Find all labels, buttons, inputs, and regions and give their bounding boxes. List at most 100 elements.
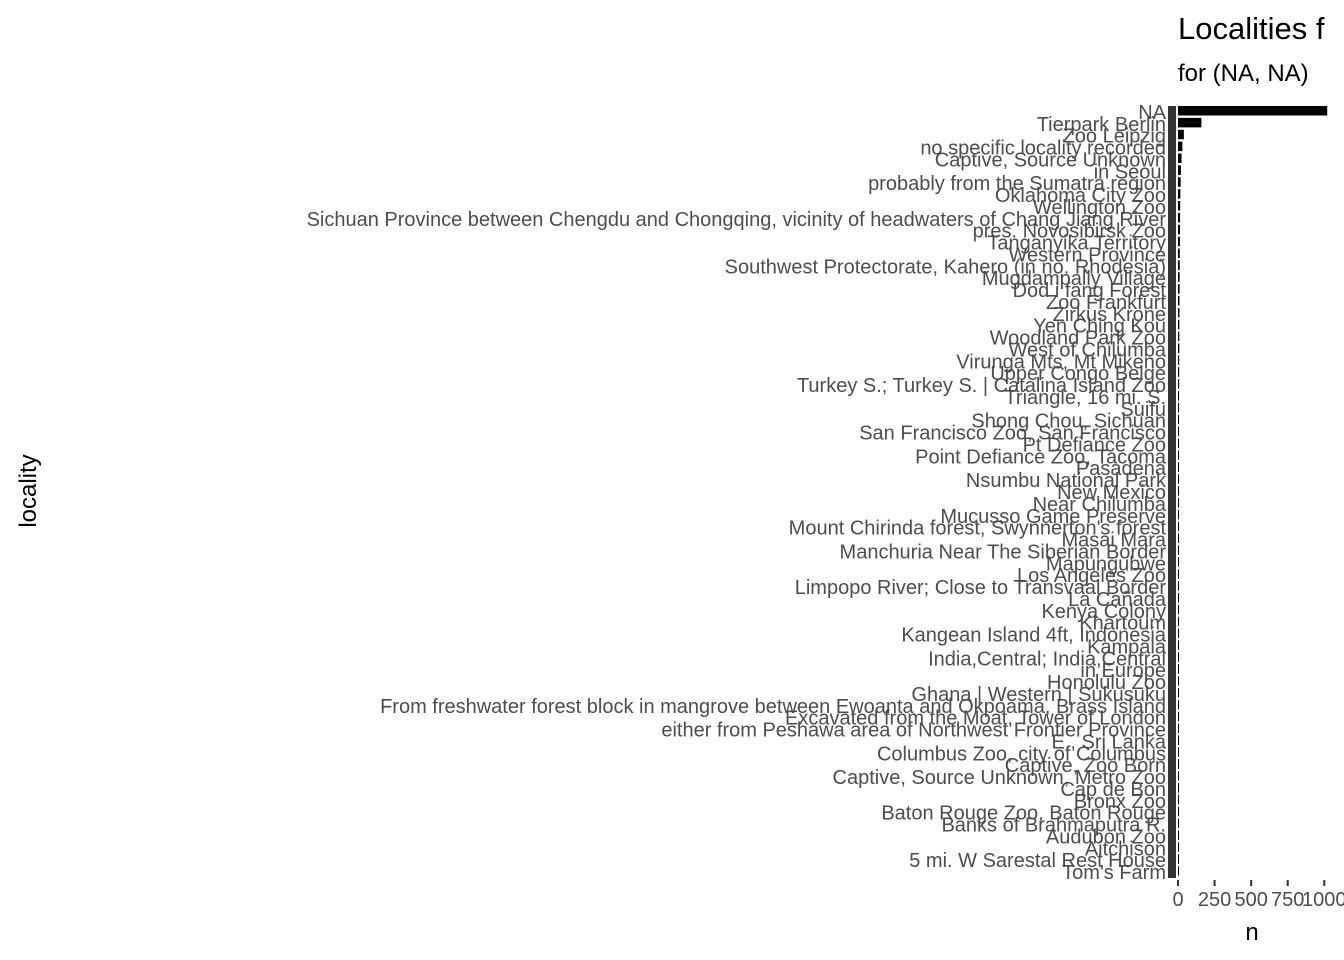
y-tick-label: Zoo Frankfurt bbox=[1046, 292, 1166, 314]
y-tick-label: Limpopo River; Close to Transvaal Border bbox=[795, 577, 1167, 599]
bar bbox=[1178, 379, 1180, 389]
y-tick-label: probably from the Sumatra region bbox=[868, 173, 1166, 195]
y-tick-label: Manchuria Near The Siberian Border bbox=[840, 541, 1167, 563]
y-tick-label: Mucusso Game Preserve bbox=[940, 506, 1166, 528]
y-tick-label: Mugdampally Village bbox=[982, 268, 1166, 290]
bar bbox=[1178, 747, 1179, 757]
y-tick-label: Kenya Colony bbox=[1041, 601, 1166, 623]
bar bbox=[1178, 402, 1180, 413]
y-tick-label: Khartoum bbox=[1079, 613, 1166, 635]
bar bbox=[1178, 307, 1180, 318]
bar bbox=[1178, 759, 1179, 769]
y-tick-label: West of Chilumba bbox=[1009, 339, 1167, 361]
bar bbox=[1178, 106, 1328, 116]
bar bbox=[1178, 319, 1180, 330]
y-tick-label: Kangean Island 4ft, Indonesia bbox=[901, 625, 1167, 647]
y-tick-label: Tierpark Berlin bbox=[1037, 114, 1166, 136]
bar bbox=[1178, 224, 1181, 235]
bar bbox=[1178, 153, 1182, 164]
y-tick-label: Suifu bbox=[1120, 399, 1166, 421]
bar bbox=[1178, 248, 1180, 259]
x-tick-label: 750 bbox=[1271, 889, 1304, 911]
bar bbox=[1178, 236, 1180, 247]
bar bbox=[1178, 438, 1179, 449]
bar bbox=[1178, 664, 1179, 674]
y-tick-label: From freshwater forest block in mangrove… bbox=[380, 696, 1166, 718]
bar bbox=[1178, 794, 1179, 805]
bar bbox=[1178, 557, 1179, 567]
bar bbox=[1178, 260, 1180, 270]
y-tick-label: Ghana | Western | Sukusuku bbox=[911, 684, 1166, 706]
y-tick-label: Woodland Park Zoo bbox=[990, 328, 1166, 350]
bar bbox=[1178, 284, 1180, 294]
y-tick-label: Banks of Brahmaputra R. bbox=[941, 815, 1166, 837]
bar bbox=[1178, 806, 1179, 817]
bar bbox=[1178, 545, 1179, 555]
y-tick-label: Shong Chou, Sichuan bbox=[971, 411, 1166, 433]
y-tick-label: New Mexico bbox=[1057, 482, 1166, 504]
bar bbox=[1178, 201, 1181, 211]
y-tick-label: Upper Congo Belge bbox=[990, 363, 1166, 385]
y-tick-label: Point Defiance Zoo, Tacoma bbox=[915, 446, 1167, 468]
bar bbox=[1178, 272, 1180, 282]
x-axis-label: n bbox=[1245, 919, 1258, 946]
bar bbox=[1178, 735, 1179, 745]
y-tick-label: Nsumbu National Park bbox=[966, 470, 1167, 492]
y-tick-label: Tanganyika Territory bbox=[987, 233, 1166, 255]
y-tick-label: Dod i fang Forest bbox=[1013, 280, 1167, 302]
bar bbox=[1178, 177, 1181, 187]
y-tick-label: Wellington Zoo bbox=[1033, 197, 1166, 219]
bar bbox=[1178, 355, 1180, 365]
x-tick-label: 500 bbox=[1234, 889, 1267, 911]
y-tick-label: Baton Rouge Zoo, Baton Rouge bbox=[881, 803, 1166, 825]
bar bbox=[1178, 141, 1183, 152]
bar bbox=[1178, 450, 1179, 460]
plot-area bbox=[1168, 106, 1328, 878]
bar bbox=[1178, 818, 1179, 829]
y-tick-label: in Europe bbox=[1080, 660, 1166, 682]
y-tick-label: Mapungubwe bbox=[1046, 553, 1166, 575]
y-tick-label: Kampala bbox=[1087, 636, 1167, 658]
y-tick-label: 5 mi. W Sarestal Rest House bbox=[909, 850, 1166, 872]
y-tick-label: Aitchison bbox=[1085, 838, 1166, 860]
bar bbox=[1178, 676, 1179, 686]
y-tick-label: Western Province bbox=[1009, 244, 1166, 266]
bar bbox=[1178, 640, 1179, 650]
bar bbox=[1178, 426, 1180, 437]
y-tick-label: Oklahoma City Zoo bbox=[995, 185, 1166, 207]
y-tick-label: Mount Chirinda forest, Swynnerton's fore… bbox=[789, 518, 1167, 540]
bar bbox=[1178, 391, 1180, 401]
chart-subtitle: for (NA, NA) bbox=[1178, 60, 1309, 87]
y-tick-label: Near Chilumba bbox=[1033, 494, 1167, 516]
x-tick-label: 0 bbox=[1172, 889, 1183, 911]
bar bbox=[1178, 616, 1179, 627]
y-axis-label: locality bbox=[15, 454, 42, 527]
y-axis-ticks-band bbox=[1168, 106, 1176, 878]
y-tick-label: Zirkus Krone bbox=[1053, 304, 1166, 326]
y-tick-label: Audubon Zoo bbox=[1046, 826, 1166, 848]
y-tick-label: Triangle, 16 mi. S. bbox=[1004, 387, 1166, 409]
y-tick-label: Sichuan Province between Chengdu and Cho… bbox=[307, 209, 1167, 231]
y-tick-label: Yen Ching Kou bbox=[1033, 316, 1166, 338]
bar bbox=[1178, 604, 1179, 615]
bar bbox=[1178, 592, 1179, 603]
bar bbox=[1178, 830, 1179, 840]
x-tick-label: 250 bbox=[1198, 889, 1231, 911]
bar bbox=[1178, 343, 1180, 354]
y-tick-label: Southwest Protectorate, Kahero (in no. R… bbox=[725, 256, 1166, 278]
bar bbox=[1178, 581, 1179, 591]
bar bbox=[1178, 533, 1179, 544]
bar bbox=[1178, 569, 1179, 579]
y-tick-label: Cap de Bon bbox=[1060, 779, 1166, 801]
bar bbox=[1178, 771, 1179, 781]
bar bbox=[1178, 367, 1180, 377]
bar bbox=[1178, 711, 1179, 722]
y-tick-label: Columbus Zoo, city of Columbus bbox=[877, 743, 1166, 765]
y-tick-label: either from Peshawa area of Northwest Fr… bbox=[661, 720, 1166, 742]
bar bbox=[1178, 414, 1180, 425]
y-tick-label: India,Central; India,Central bbox=[928, 648, 1166, 670]
bar bbox=[1178, 628, 1179, 639]
bar bbox=[1178, 165, 1181, 175]
